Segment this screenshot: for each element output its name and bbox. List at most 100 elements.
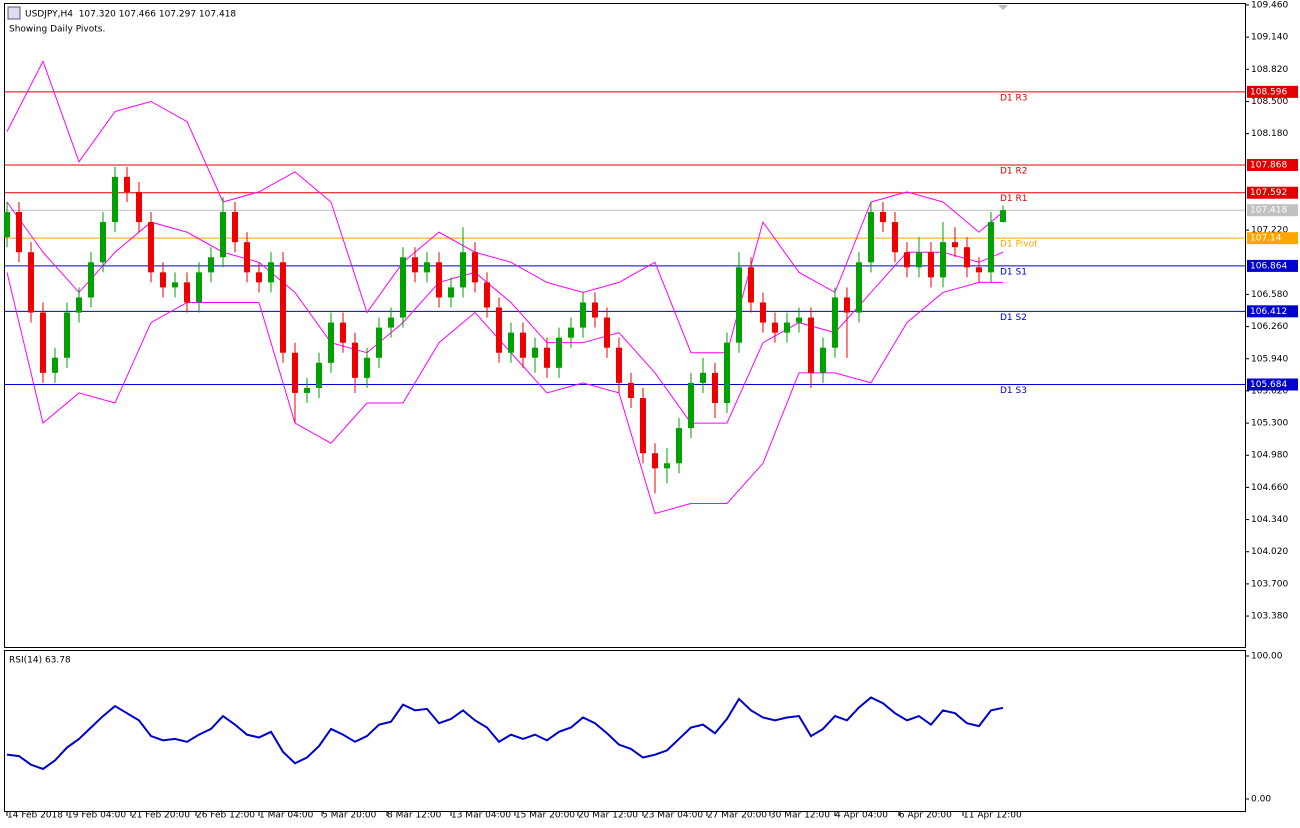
candle-body	[255, 272, 262, 283]
x-tick-label: 20 Mar 12:00	[578, 811, 638, 821]
candle-body	[843, 297, 850, 313]
candle-body	[88, 262, 95, 298]
x-tick-label: 27 Mar 20:00	[707, 811, 767, 821]
pivot-tag	[1247, 378, 1298, 391]
x-tick-label: 30 Mar 12:00	[770, 811, 830, 821]
x-tick-label: 14 Feb 2018	[7, 811, 63, 821]
pivot-tag	[1247, 232, 1298, 245]
pivot-tag-label: 106.864	[1250, 261, 1287, 271]
x-tick-label: 1 Mar 04:00	[259, 811, 314, 821]
rsi-tick-label: 0.00	[1251, 795, 1271, 805]
x-tick-label: 4 Apr 04:00	[835, 811, 888, 821]
shift-marker	[998, 5, 1008, 10]
candle-body	[807, 317, 814, 373]
candle-body	[279, 262, 286, 353]
candle-body	[159, 272, 166, 288]
candle-body	[531, 347, 538, 358]
candle-body	[615, 347, 622, 383]
candle-body	[64, 312, 71, 358]
candle-body	[243, 242, 250, 273]
candle-body	[987, 222, 994, 273]
y-tick-label: 103.700	[1251, 579, 1288, 589]
candle-body	[147, 222, 154, 273]
candle-body	[627, 382, 634, 398]
y-tick-label: 105.300	[1251, 419, 1288, 429]
y-tick-label: 106.260	[1251, 322, 1288, 332]
candle-body	[28, 252, 35, 313]
y-tick-label: 103.380	[1251, 612, 1288, 622]
chart-title: USDJPY,H4 107.320 107.466 107.297 107.41…	[25, 10, 236, 20]
pivot-label: D1 R1	[1000, 194, 1028, 204]
x-tick-label: 19 Feb 04:00	[67, 811, 126, 821]
pivot-tag	[1247, 85, 1298, 98]
pivot-label: D1 R3	[1000, 93, 1028, 103]
candle-body	[867, 212, 874, 263]
y-tick-label: 104.340	[1251, 515, 1288, 525]
candle-body	[735, 267, 742, 343]
bollinger-lower	[6, 272, 1003, 515]
candle-body	[231, 212, 238, 243]
pivot-tag	[1247, 158, 1298, 171]
candle-body	[327, 322, 334, 363]
candle-body	[927, 252, 934, 278]
candle-body	[351, 342, 358, 378]
candle-body	[963, 247, 970, 268]
x-tick-label: 26 Feb 12:00	[196, 811, 255, 821]
candle-body	[16, 212, 23, 253]
pivot-label: D1 Pivot	[1000, 240, 1038, 250]
candle-body	[999, 210, 1006, 223]
bollinger-middle	[6, 201, 1004, 424]
pivot-label: D1 S2	[1000, 313, 1027, 323]
candle-body	[459, 252, 466, 288]
candle-body	[195, 272, 202, 303]
x-tick-label: 23 Mar 04:00	[643, 811, 703, 821]
x-tick-label: 15 Mar 20:00	[515, 811, 575, 821]
x-tick-label: 13 Mar 04:00	[451, 811, 511, 821]
candle-body	[483, 282, 490, 308]
candle-body	[183, 282, 190, 303]
candle-body	[783, 322, 790, 333]
candle-body	[447, 287, 454, 298]
chart-subtitle: Showing Daily Pivots.	[9, 25, 105, 35]
candle-body	[207, 257, 214, 273]
candle-body	[939, 242, 946, 278]
pivot-label: D1 R2	[1000, 166, 1028, 176]
x-tick-label: 5 Mar 20:00	[322, 811, 377, 821]
candle-body	[687, 382, 694, 429]
pivot-tag	[1247, 186, 1298, 199]
y-tick-label: 108.820	[1251, 65, 1288, 75]
candle-body	[495, 307, 502, 353]
x-tick-label: 21 Feb 20:00	[131, 811, 190, 821]
candle-body	[112, 176, 119, 223]
candle-body	[555, 337, 562, 368]
y-tick-label: 104.980	[1251, 451, 1288, 461]
pivot-tag-label: 107.592	[1250, 188, 1287, 198]
main-panel	[4, 3, 1246, 648]
candle-body	[435, 262, 442, 298]
y-tick-label: 105.940	[1251, 354, 1288, 364]
pivot-label: D1 S1	[1000, 267, 1027, 277]
candle-body	[699, 372, 706, 383]
candle-body	[567, 327, 574, 338]
candle-body	[171, 282, 178, 288]
candle-body	[519, 332, 526, 358]
candle-body	[759, 302, 766, 323]
candle-body	[891, 222, 898, 253]
current-price-tag	[1247, 204, 1298, 217]
candle-body	[579, 302, 586, 328]
candle-body	[975, 267, 982, 273]
candle-body	[423, 262, 430, 273]
candle-body	[507, 332, 514, 353]
candle-body	[135, 191, 142, 223]
candle-body	[4, 212, 11, 238]
y-tick-label: 109.460	[1251, 1, 1288, 11]
rsi-panel	[4, 650, 1246, 812]
pivot-tag	[1247, 259, 1298, 272]
y-tick-label: 108.180	[1251, 129, 1288, 139]
candle-body	[603, 317, 610, 348]
candle-body	[855, 262, 862, 313]
rsi-tick-label: 100.00	[1251, 652, 1283, 662]
y-tick-label: 109.140	[1251, 33, 1288, 43]
x-tick-label: 8 Mar 12:00	[387, 811, 442, 821]
